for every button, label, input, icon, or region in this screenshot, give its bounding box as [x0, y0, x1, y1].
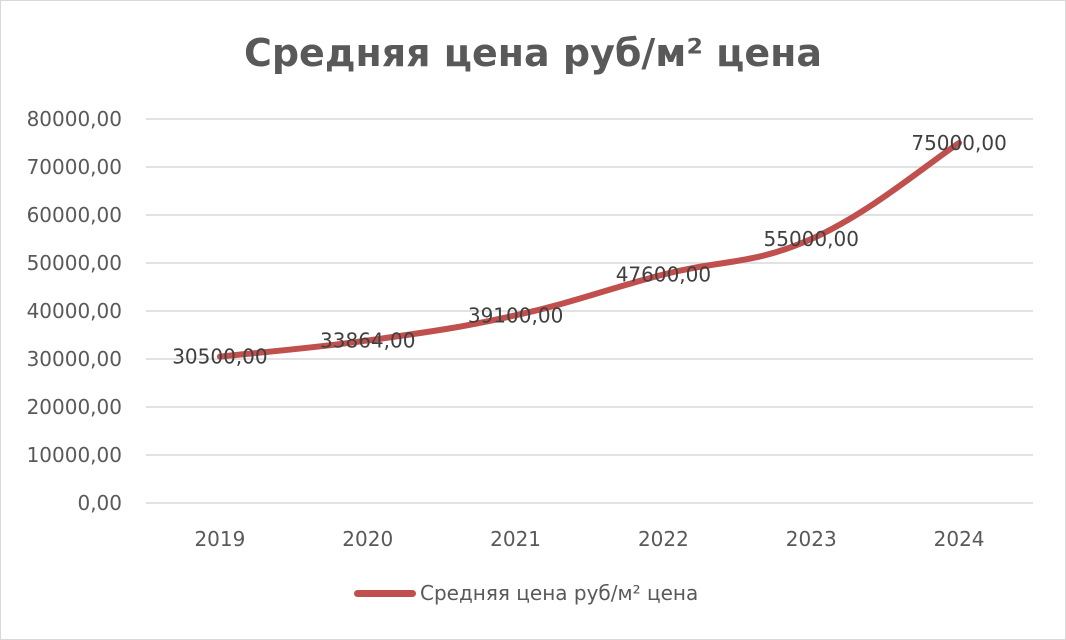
data-label: 39100,00 — [468, 303, 563, 327]
data-label: 55000,00 — [764, 227, 859, 251]
data-label: 30500,00 — [172, 345, 267, 369]
y-tick-label: 40000,00 — [27, 299, 122, 323]
series-line — [216, 140, 963, 360]
y-tick-label: 30000,00 — [27, 347, 122, 371]
y-tick-label: 0,00 — [77, 491, 122, 515]
x-tick-label: 2019 — [194, 527, 245, 551]
data-label: 75000,00 — [911, 131, 1006, 155]
y-tick-label: 70000,00 — [27, 155, 122, 179]
legend-label: Средняя цена руб/м² цена — [420, 581, 699, 605]
data-label: 47600,00 — [616, 263, 711, 287]
legend: Средняя цена руб/м² цена — [354, 581, 698, 605]
x-tick-label: 2021 — [490, 527, 541, 551]
legend-swatch — [354, 589, 416, 597]
y-tick-label: 10000,00 — [27, 443, 122, 467]
y-tick-label: 20000,00 — [27, 395, 122, 419]
x-tick-label: 2020 — [342, 527, 393, 551]
x-tick-label: 2023 — [786, 527, 837, 551]
x-tick-label: 2024 — [934, 527, 985, 551]
data-label: 33864,00 — [320, 328, 415, 352]
chart-title: Средняя цена руб/м² цена — [243, 31, 823, 75]
y-tick-label: 80000,00 — [27, 107, 122, 131]
x-tick-label: 2022 — [638, 527, 689, 551]
y-tick-label: 60000,00 — [27, 203, 122, 227]
y-tick-label: 50000,00 — [27, 251, 122, 275]
